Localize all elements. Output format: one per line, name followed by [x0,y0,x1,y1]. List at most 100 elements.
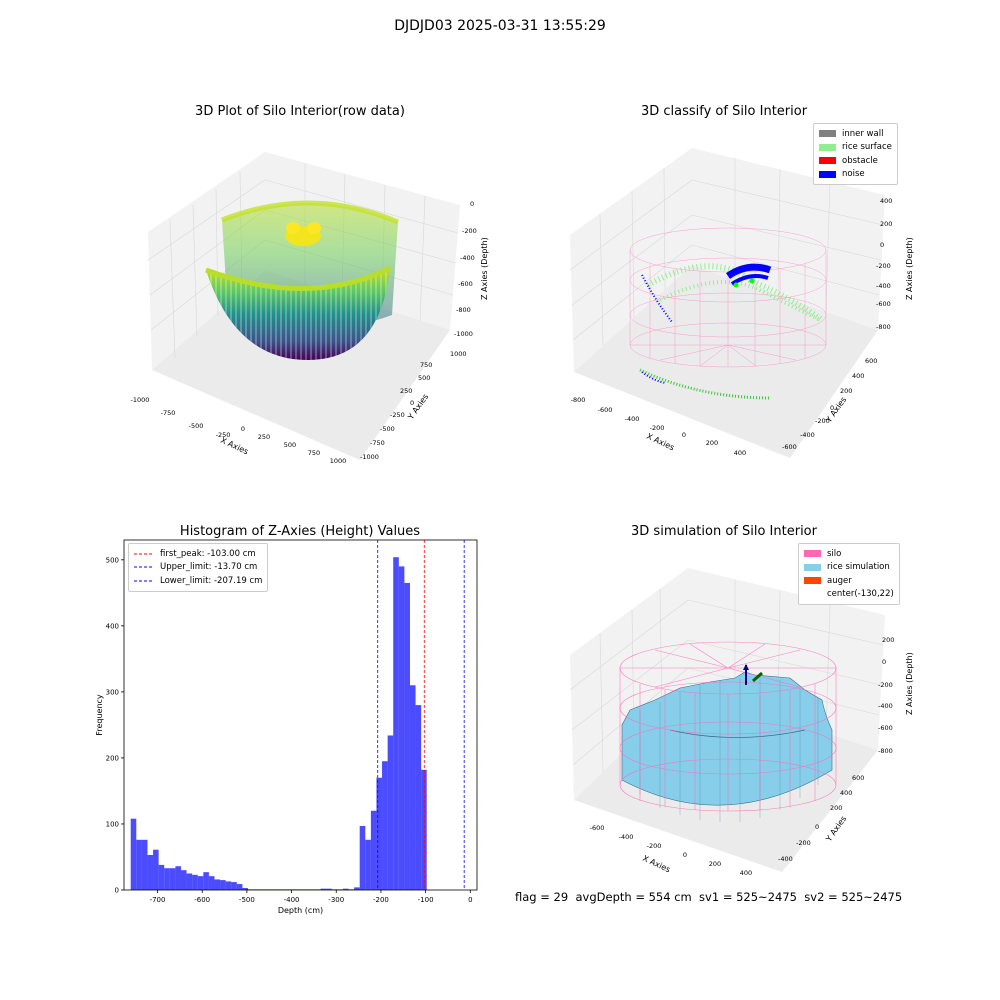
svg-text:-800: -800 [456,306,471,314]
svg-text:-400: -400 [460,254,475,262]
x-tick-label: 0 [468,896,472,904]
svg-text:Y Axies: Y Axies [824,814,849,844]
y-tick-label: 100 [106,820,119,828]
histogram-bar [387,735,394,890]
svg-text:-800: -800 [878,747,893,755]
svg-text:-400: -400 [778,855,793,863]
histogram-bar [192,874,198,890]
svg-text:-250: -250 [390,411,405,419]
svg-text:200: 200 [709,860,721,868]
svg-text:250: 250 [258,433,270,441]
histogram-bar [342,888,349,890]
svg-text:-200: -200 [647,842,662,850]
histogram-bar [242,888,248,890]
svg-text:-1000: -1000 [131,396,150,404]
svg-text:500: 500 [418,374,430,382]
panel-simulation-plot: -600 -400 -200 0 200 400 -400 -200 0 200… [569,568,914,877]
histogram-bar [153,849,159,890]
histogram-bar [409,685,416,890]
histogram-bar [225,881,232,890]
svg-text:-200: -200 [796,839,811,847]
histogram-bar [309,889,316,890]
svg-text:1000: 1000 [330,457,347,465]
histogram-bar [337,889,343,890]
svg-text:Z Axies (Depth): Z Axies (Depth) [480,237,489,300]
svg-text:-1000: -1000 [454,330,473,338]
histogram-bar [287,889,293,890]
svg-text:-400: -400 [878,702,893,710]
histogram-bar [208,876,215,890]
svg-text:-400: -400 [619,833,634,841]
svg-text:-600: -600 [782,443,797,451]
classify-legend: inner wall rice surface obstacle noise [813,123,898,185]
svg-text:X Axies: X Axies [641,854,672,875]
histogram-bar [292,889,299,890]
histogram-bar [326,888,332,890]
legend-swatch [819,170,836,178]
svg-text:-1000: -1000 [360,453,379,461]
legend-swatch [804,550,821,558]
histogram-bar [186,873,193,890]
y-tick-label: 200 [106,754,119,762]
histogram-bar [130,818,137,890]
svg-text:-400: -400 [800,431,815,439]
svg-text:0: 0 [241,425,245,433]
histogram-bar [231,882,237,890]
y-tick-label: 0 [115,887,119,895]
svg-text:0: 0 [880,241,884,249]
histogram-bar [359,825,366,890]
legend-item: Lower_limit: -207.19 cm [134,575,263,586]
svg-text:200: 200 [882,636,894,644]
histogram-bar [264,889,271,890]
svg-text:400: 400 [734,449,746,457]
histogram-bar [180,870,187,890]
x-tick-label: -600 [194,896,210,904]
svg-text:-200: -200 [878,681,893,689]
svg-text:-800: -800 [571,396,586,404]
svg-text:X Axies: X Axies [645,432,676,453]
svg-text:-500: -500 [380,425,395,433]
svg-text:-400: -400 [876,282,891,290]
y-axis-label: Frequency [95,694,104,736]
legend-item: obstacle [819,154,892,168]
svg-text:0: 0 [815,823,819,831]
panel-classify-title: 3D classify of Silo Interior [640,104,808,119]
legend-swatch [804,591,821,598]
histogram-bar [158,864,165,890]
svg-text:-400: -400 [625,415,640,423]
svg-text:750: 750 [308,449,320,457]
histogram-bar [141,839,148,890]
svg-text:400: 400 [740,869,752,877]
svg-text:X Axies: X Axies [219,436,250,457]
histogram-bar [220,880,226,890]
legend-swatch [804,577,821,585]
svg-text:400: 400 [880,197,892,205]
svg-text:-200: -200 [462,227,477,235]
y-tick-label: 300 [106,688,119,696]
svg-text:-600: -600 [590,824,605,832]
svg-text:200: 200 [880,220,892,228]
svg-text:-600: -600 [876,300,891,308]
histogram-bar [175,866,181,890]
x-tick-label: -300 [328,896,344,904]
svg-text:200: 200 [706,439,718,447]
histogram-bar [169,868,176,890]
svg-text:500: 500 [284,441,296,449]
svg-text:-600: -600 [878,724,893,732]
legend-swatch [804,563,821,571]
plot-area [124,540,477,890]
status-footer: flag = 29 avgDepth = 554 cm sv1 = 525~24… [515,890,903,904]
histogram-bar [331,889,338,890]
histogram-bar [320,888,327,890]
svg-text:0: 0 [410,399,414,407]
svg-text:0: 0 [470,200,474,208]
legend-item: Upper_limit: -13.70 cm [134,562,258,573]
x-tick-label: -500 [239,896,255,904]
figure-title: DJDJD03 2025-03-31 13:55:29 [394,18,606,34]
svg-text:0: 0 [683,851,687,859]
histogram-legend: first_peak: -103.00 cm Upper_limit: -13.… [128,543,269,592]
svg-text:-500: -500 [189,422,204,430]
svg-text:400: 400 [852,372,864,380]
x-axis-label: Depth (cm) [278,906,323,915]
svg-text:-750: -750 [161,409,176,417]
